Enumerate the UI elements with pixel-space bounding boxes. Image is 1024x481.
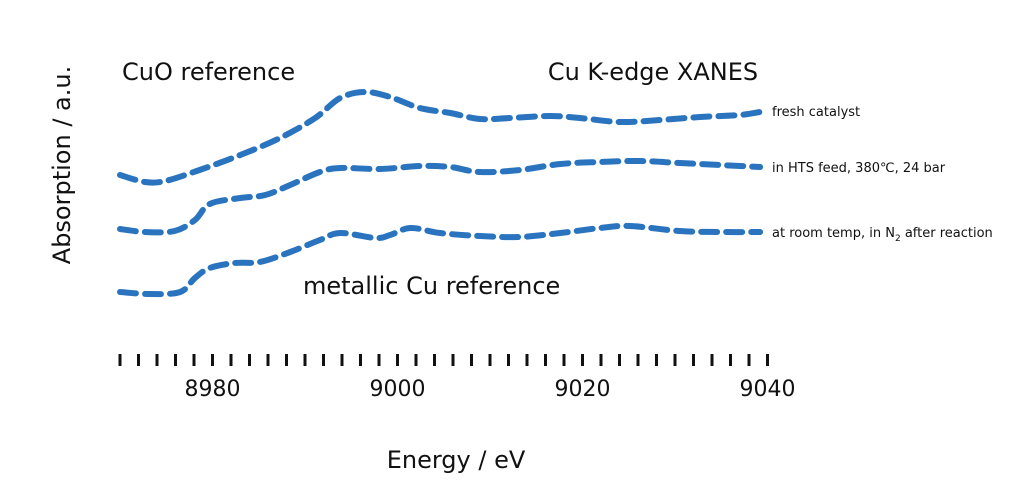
x-tick [322,354,325,366]
x-tick [359,354,362,366]
x-axis-label: Energy / eV [387,446,526,474]
x-tick-label: 8980 [185,377,241,402]
x-tick [655,354,658,366]
x-tick [229,354,233,366]
x-tick [525,354,529,366]
x-tick [673,354,677,366]
x-tick [470,354,473,366]
x-tick [451,354,455,366]
x-tick-label: 9040 [740,377,796,402]
x-tick [377,354,381,366]
x-tick [248,354,251,366]
x-tick [618,354,621,366]
x-axis-tick-labels: 8980 9000 9020 9040 [185,377,796,402]
annotation-metallic-cu-reference: metallic Cu reference [303,272,560,300]
x-tick [192,354,196,366]
series-line-2 [117,222,764,298]
series-line-1 [117,157,764,236]
legend-label-fresh: fresh catalyst [772,105,860,120]
chart-title: Cu K-edge XANES [548,58,758,86]
x-tick [599,354,603,366]
x-tick [285,354,288,366]
x-tick [766,354,769,366]
x-tick [340,354,344,366]
y-axis-label: Absorption / a.u. [48,66,76,264]
x-tick [414,354,418,366]
legend-label-hts: in HTS feed, 380℃, 24 bar [772,161,946,176]
x-axis-ticks [118,354,769,366]
x-tick [544,354,547,366]
x-tick [137,354,140,366]
x-tick [211,354,214,366]
x-tick [433,354,436,366]
x-tick [581,354,584,366]
series-line-0 [117,89,764,186]
x-tick [488,354,492,366]
x-tick [155,354,159,366]
x-tick [636,354,640,366]
legend-label-room-temp: at room temp, in N2 after reaction [772,226,993,244]
x-tick [266,354,270,366]
x-tick [174,354,177,366]
x-tick [303,354,307,366]
x-tick-label: 9020 [555,377,611,402]
x-tick [747,354,751,366]
x-tick [507,354,510,366]
x-tick [118,354,122,366]
series-lines [117,89,764,298]
x-tick-label: 9000 [370,377,426,402]
x-tick [396,354,399,366]
x-tick [692,354,695,366]
x-tick [710,354,714,366]
x-tick [729,354,732,366]
x-tick [562,354,566,366]
annotation-cuo-reference: CuO reference [122,58,295,86]
